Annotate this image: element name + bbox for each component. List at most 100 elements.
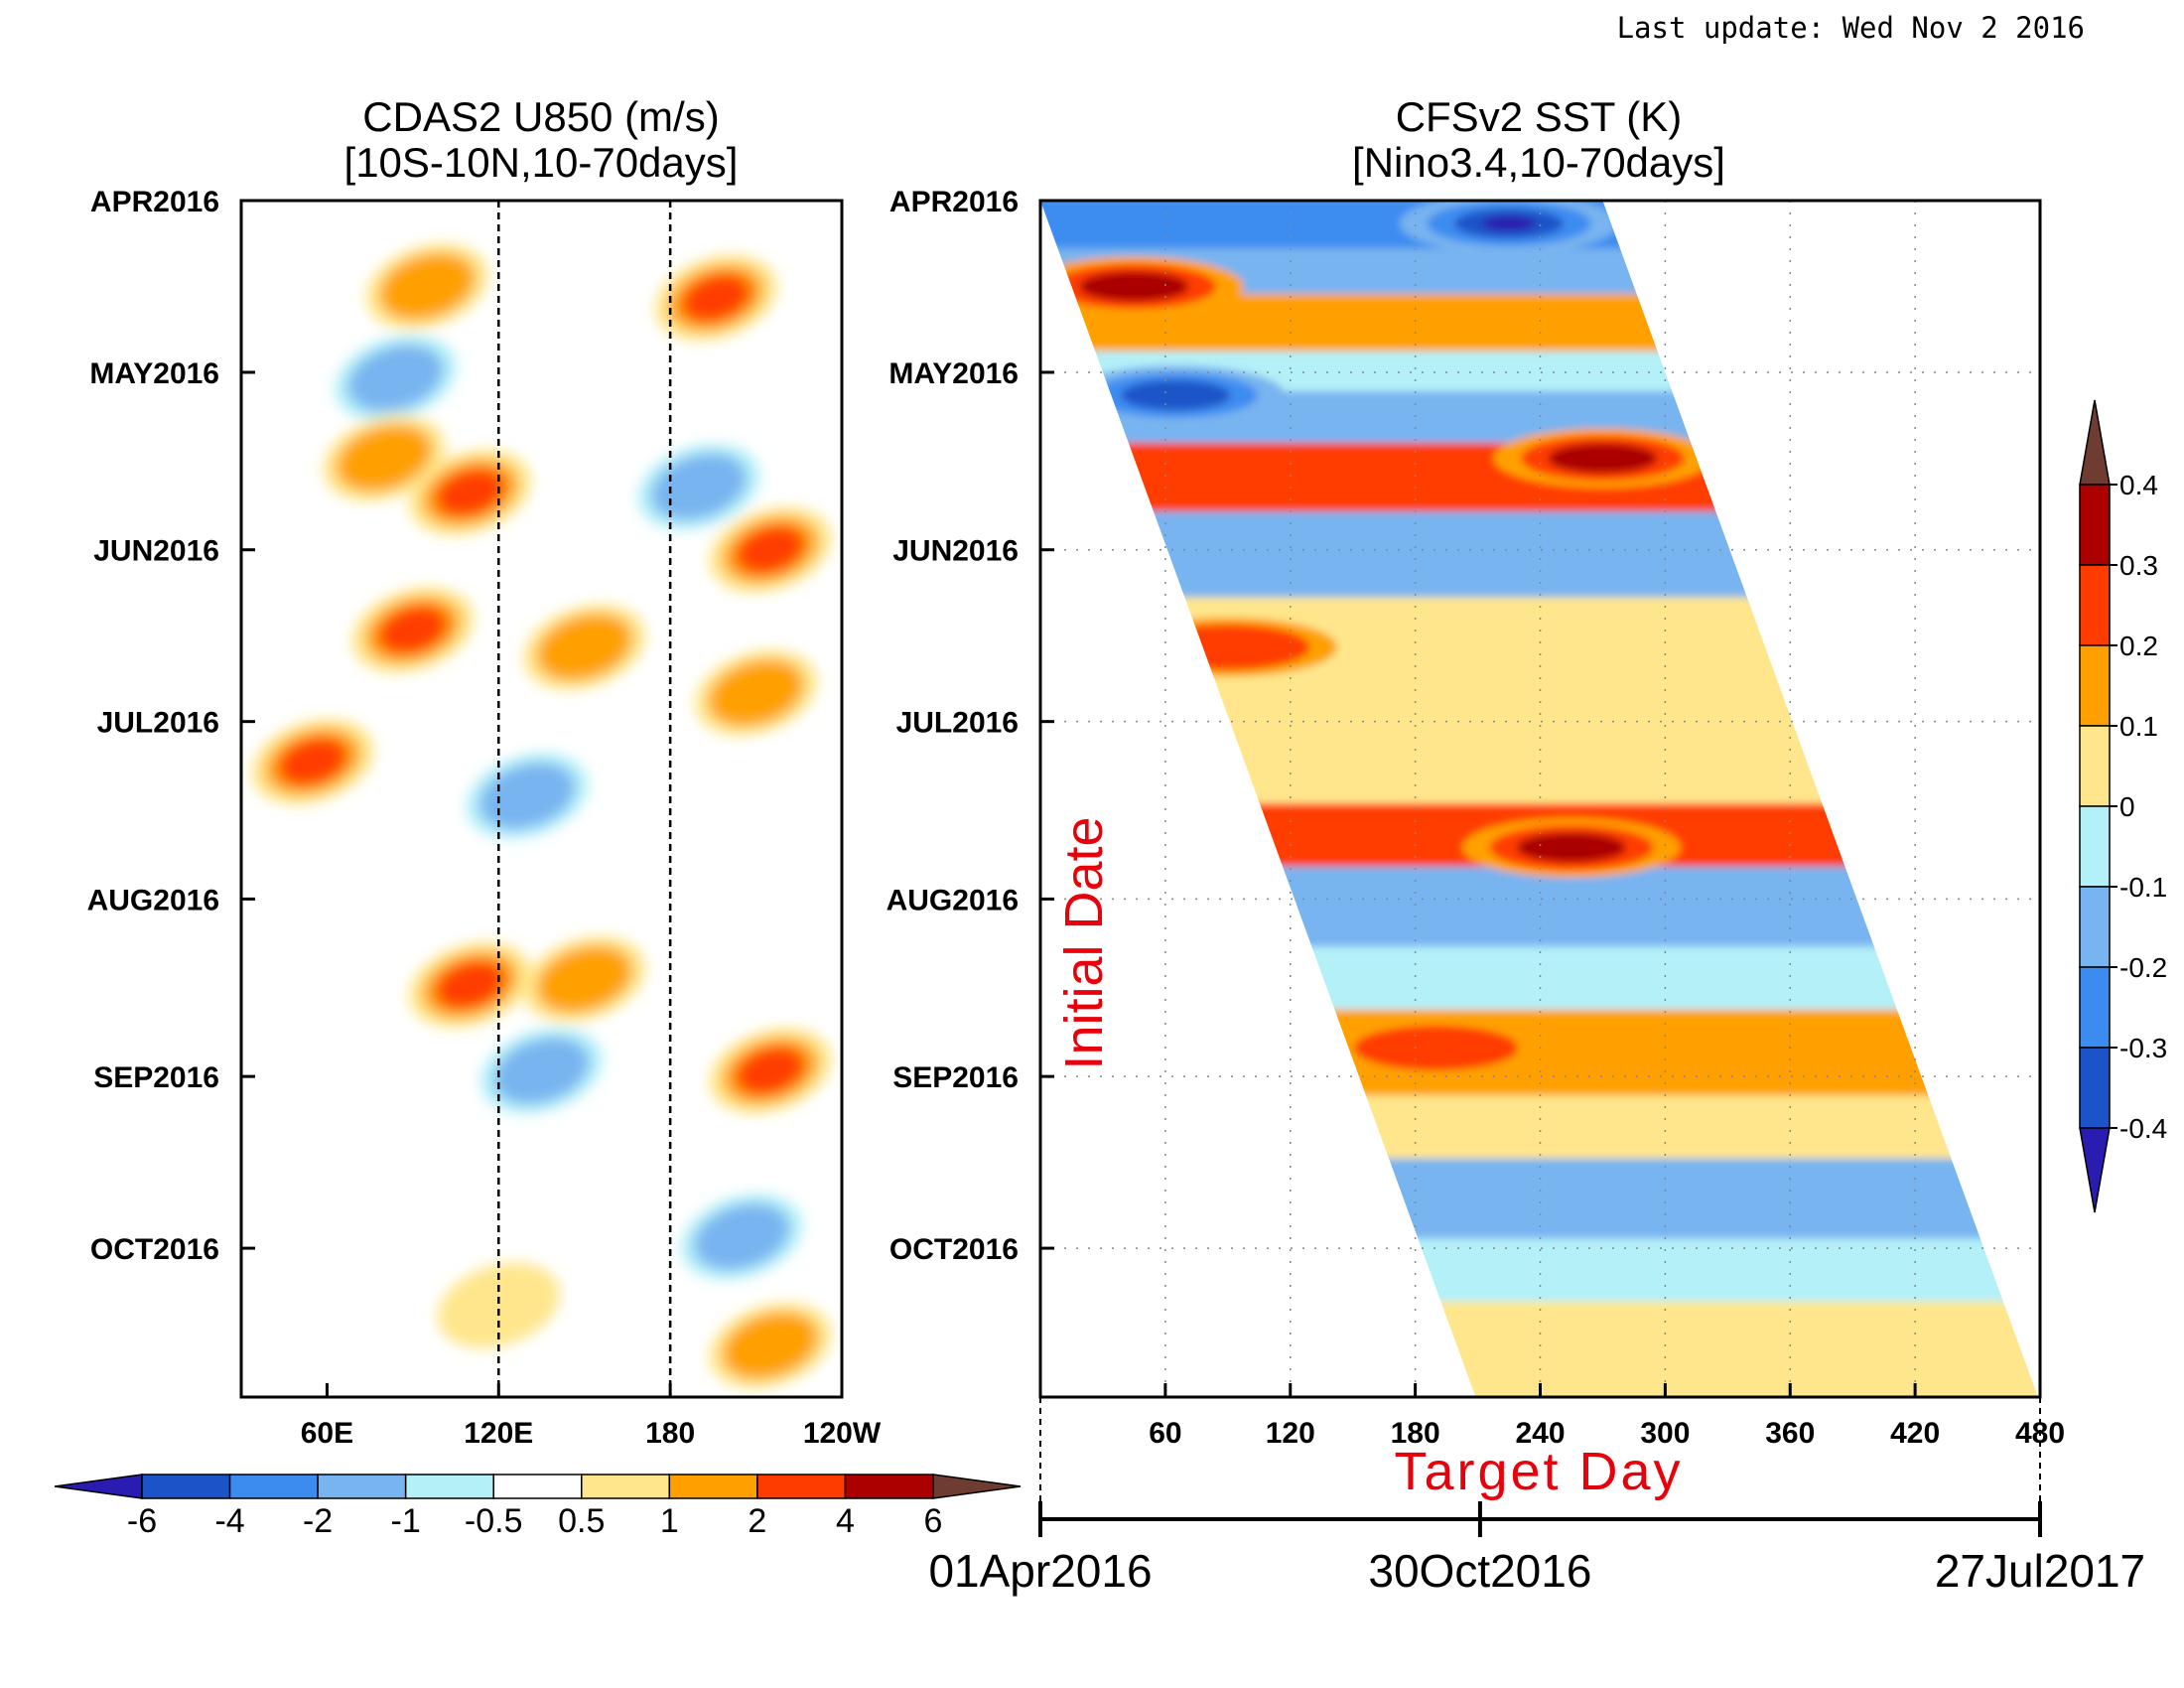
left-x-tick-label: 180 — [645, 1417, 695, 1450]
right-colorbar-box — [2079, 484, 2111, 566]
right-colorbar-box — [2079, 805, 2111, 888]
left-colorbar-label: -0.5 — [465, 1502, 523, 1540]
left-field-blob — [347, 345, 444, 412]
left-field-blob — [736, 525, 805, 574]
left-colorbar-box — [492, 1474, 583, 1499]
right-colorbar-high-arrow — [2079, 399, 2111, 486]
right-colorbar-low-arrow — [2079, 1127, 2111, 1213]
right-field-blob — [1548, 443, 1658, 474]
right-colorbar-box — [2079, 966, 2111, 1049]
right-colorbar-box — [2079, 644, 2111, 727]
left-colorbar-box — [756, 1474, 847, 1499]
left-x-tick-label: 120E — [464, 1417, 533, 1450]
left-y-tick-label: AUG2016 — [87, 884, 219, 916]
left-colorbar-label: -2 — [303, 1502, 333, 1540]
left-colorbar-box — [228, 1474, 319, 1499]
left-y-tick-label: APR2016 — [90, 186, 219, 218]
right-colorbar-label: 0 — [2119, 791, 2135, 822]
left-y-axis: APR2016 MAY2016 JUN2016 JUL2016 AUG2016 SEP20… — [87, 186, 255, 1266]
right-field-blob — [1516, 832, 1626, 863]
left-field-blob — [436, 468, 504, 517]
left-reference-lines — [497, 201, 672, 1397]
left-plot-field — [251, 243, 832, 1389]
right-field-blob — [1121, 380, 1231, 411]
left-field-blob — [736, 1047, 805, 1095]
right-x-axis-label: Target Day — [1394, 1442, 1683, 1501]
left-colorbar-box — [317, 1474, 407, 1499]
left-y-tick-label: JUN2016 — [93, 535, 219, 568]
date-axis-tick-label: 27Jul2017 — [1935, 1545, 2145, 1597]
left-y-tick-label: SEP2016 — [93, 1061, 219, 1094]
left-field-blob — [493, 1037, 590, 1104]
date-axis-tick-label: 01Apr2016 — [928, 1545, 1152, 1597]
right-x-tick-label: 420 — [1890, 1417, 1940, 1450]
left-field-blobs — [251, 243, 832, 1389]
left-field-blob — [436, 960, 504, 1010]
left-field-blob — [437, 1262, 560, 1348]
right-x-tick-label: 300 — [1640, 1417, 1690, 1450]
left-x-tick-label: 60E — [301, 1417, 353, 1450]
right-colorbar-label: 0.4 — [2119, 470, 2158, 500]
right-field-blob — [1481, 215, 1537, 231]
left-colorbar-label: 0.5 — [558, 1502, 605, 1540]
left-plot-frame — [239, 199, 844, 1399]
right-chart: CFSv2 SST (K) [Nino3.4,10-70days] APR201… — [887, 93, 2146, 1597]
right-x-axis: 60 120 180 240 300 360 420 480 — [1039, 1383, 2065, 1519]
right-field-blob — [1079, 271, 1189, 302]
right-colorbar-label: -0.1 — [2119, 872, 2167, 903]
left-field-blob — [708, 659, 804, 727]
right-chart-title: CFSv2 SST (K) — [1396, 93, 1683, 140]
right-colorbar: 0.4 0.3 0.2 0.1 0 -0.1 -0.2 -0.3 -0.4 — [2079, 399, 2167, 1213]
right-y-tick-label: MAY2016 — [888, 357, 1019, 390]
left-colorbar-label: -1 — [391, 1502, 421, 1540]
date-axis: 01Apr2016 30Oct2016 27Jul2017 — [928, 1501, 2145, 1597]
left-colorbar-box — [844, 1474, 934, 1499]
left-colorbar-label: -6 — [127, 1502, 157, 1540]
left-colorbar-box — [581, 1474, 671, 1499]
left-colorbar-label: 6 — [924, 1502, 943, 1540]
right-field-blob — [1354, 1025, 1519, 1070]
right-colorbar-box — [2079, 564, 2111, 646]
left-colorbar-box — [668, 1474, 758, 1499]
left-colorbar-box — [404, 1474, 494, 1499]
right-colorbar-label: -0.4 — [2119, 1113, 2167, 1144]
left-field-blob — [722, 1312, 818, 1379]
right-colorbar-box — [2079, 725, 2111, 807]
right-y-tick-label: AUG2016 — [887, 884, 1019, 916]
right-colorbar-box — [2079, 1047, 2111, 1129]
right-x-tick-label: 180 — [1391, 1417, 1440, 1450]
right-chart-subtitle: [Nino3.4,10-70days] — [1352, 139, 1725, 186]
left-colorbar-low-arrow — [54, 1474, 143, 1499]
left-field-blob — [479, 763, 576, 830]
left-x-axis: 60E 120E 180 120W — [301, 1383, 882, 1450]
left-y-tick-label: OCT2016 — [90, 1233, 219, 1266]
right-colorbar-label: -0.2 — [2119, 952, 2167, 983]
left-colorbar-box — [141, 1474, 231, 1499]
left-field-blob — [278, 737, 347, 786]
right-y-tick-label: JUN2016 — [892, 535, 1019, 568]
right-colorbar-label: 0.3 — [2119, 550, 2158, 581]
right-x-tick-label: 240 — [1515, 1417, 1565, 1450]
left-field-blob — [694, 1202, 790, 1271]
last-update-text: Last update: Wed Nov 2 2016 — [1617, 11, 2085, 45]
left-colorbar: -6 -4 -2 -1 -0.5 0.5 1 2 4 6 — [54, 1474, 1022, 1540]
date-axis-tick-label: 30Oct2016 — [1368, 1545, 1591, 1597]
right-y-tick-label: OCT2016 — [889, 1233, 1019, 1266]
left-field-blob — [337, 424, 433, 492]
left-chart-subtitle: [10S-10N,10-70days] — [344, 139, 739, 186]
right-y-tick-label: APR2016 — [889, 186, 1019, 218]
right-x-tick-label: 360 — [1765, 1417, 1815, 1450]
left-field-blob — [379, 252, 476, 321]
left-x-tick-label: 120W — [803, 1417, 882, 1450]
right-x-tick-label: 60 — [1149, 1417, 1181, 1450]
left-colorbar-label: 1 — [660, 1502, 679, 1540]
left-field-blob — [681, 273, 751, 323]
right-y-axis-label: Initial Date — [1054, 816, 1114, 1069]
left-field-blob — [378, 606, 448, 654]
left-field-blob — [536, 945, 632, 1013]
left-colorbar-label: -4 — [214, 1502, 244, 1540]
left-chart-title: CDAS2 U850 (m/s) — [362, 93, 719, 140]
right-y-tick-label: SEP2016 — [892, 1061, 1019, 1094]
left-colorbar-label: 4 — [836, 1502, 855, 1540]
